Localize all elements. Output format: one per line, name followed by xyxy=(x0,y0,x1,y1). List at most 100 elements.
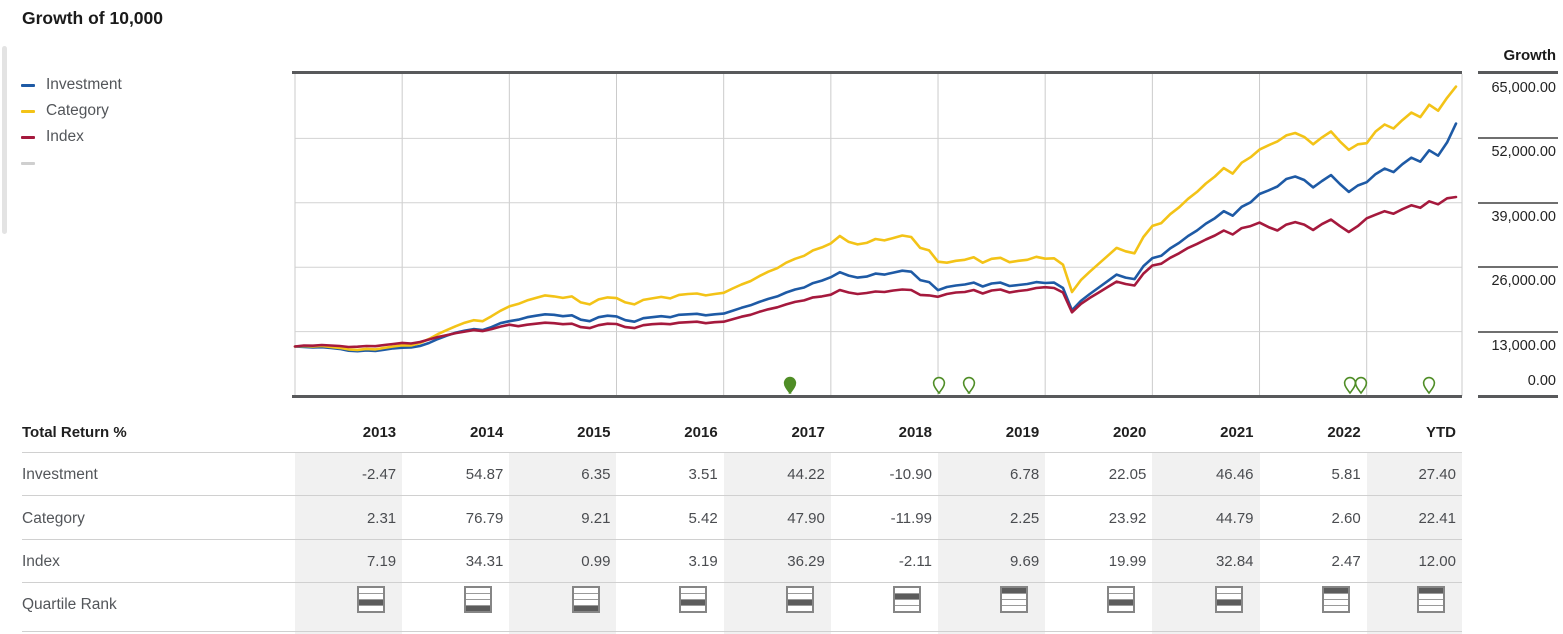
quartile-empty-band xyxy=(895,599,919,605)
return-cell: 46.46 xyxy=(1215,466,1254,483)
quartile-empty-band xyxy=(1109,588,1134,593)
year-header-2019: 2019 xyxy=(1005,424,1040,441)
growth-axis-title: Growth xyxy=(1503,47,1557,64)
event-pin-filled-icon[interactable] xyxy=(783,376,797,395)
quartile-filled-band xyxy=(787,599,812,605)
series-line-category xyxy=(293,85,1458,352)
legend-item-investment[interactable]: Investment xyxy=(21,72,122,98)
quartile-empty-band xyxy=(359,593,384,599)
quartile-empty-band xyxy=(466,588,491,593)
quartile-empty-band xyxy=(787,593,812,599)
legend-item-label: Investment xyxy=(46,76,122,93)
year-header-ytd: YTD xyxy=(1426,424,1456,441)
return-cell: 6.35 xyxy=(581,466,611,483)
quartile-rank-icon xyxy=(1417,586,1445,613)
legend-item-index[interactable]: Index xyxy=(21,124,122,150)
growth-axis-label: 39,000.00 xyxy=(1491,208,1556,225)
quartile-empty-band xyxy=(1323,599,1348,605)
return-cell: 3.51 xyxy=(688,466,718,483)
return-cell: 32.84 xyxy=(1215,553,1254,570)
growth-axis-label: 52,000.00 xyxy=(1491,144,1556,161)
return-cell: 3.19 xyxy=(688,553,718,570)
return-cell: 9.21 xyxy=(581,510,611,527)
quartile-empty-band xyxy=(1419,593,1443,599)
year-header-2020: 2020 xyxy=(1112,424,1147,441)
row-divider xyxy=(22,539,1462,540)
return-cell: 19.99 xyxy=(1108,553,1147,570)
return-cell: 44.79 xyxy=(1215,510,1254,527)
shaded-column-band xyxy=(1366,452,1462,634)
series-line-index xyxy=(293,195,1458,349)
legend-item-label: Category xyxy=(46,102,109,119)
return-cell: 2.60 xyxy=(1331,510,1361,527)
quartile-empty-band xyxy=(1002,605,1027,611)
quartile-empty-band xyxy=(359,605,384,611)
quartile-empty-band xyxy=(573,588,598,593)
chart-title: Growth of 10,000 xyxy=(22,8,164,28)
event-pin-hollow-icon[interactable] xyxy=(932,376,946,395)
event-pin-hollow-icon[interactable] xyxy=(1354,376,1368,395)
quartile-empty-band xyxy=(895,605,919,611)
growth-axis-tick xyxy=(1478,395,1558,398)
return-cell: 54.87 xyxy=(465,466,504,483)
quartile-empty-band xyxy=(1323,605,1348,611)
legend-item-hidden[interactable] xyxy=(21,150,122,176)
year-header-2013: 2013 xyxy=(362,424,397,441)
chart-bottom-border xyxy=(292,395,1462,398)
event-pin-hollow-icon[interactable] xyxy=(1422,376,1436,395)
quartile-empty-band xyxy=(1109,605,1134,611)
return-cell: 5.42 xyxy=(688,510,718,527)
legend-swatch-icon xyxy=(21,135,35,139)
series-line-investment xyxy=(293,122,1458,353)
quartile-empty-band xyxy=(1419,605,1443,611)
return-cell: 2.31 xyxy=(366,510,397,527)
year-header-2017: 2017 xyxy=(791,424,825,441)
quartile-rank-icon xyxy=(1214,586,1243,613)
quartile-rank-icon xyxy=(357,586,386,613)
year-header-2022: 2022 xyxy=(1327,424,1361,441)
quartile-empty-band xyxy=(359,588,384,593)
year-header-2016: 2016 xyxy=(684,424,718,441)
growth-axis-tick xyxy=(1478,137,1558,140)
return-cell: 7.19 xyxy=(366,553,397,570)
quartile-rank-icon xyxy=(1000,586,1029,613)
quartile-empty-band xyxy=(680,588,705,593)
quartile-empty-band xyxy=(1216,588,1241,593)
return-cell: 6.78 xyxy=(1009,466,1040,483)
quartile-empty-band xyxy=(1002,599,1027,605)
quartile-rank-icon xyxy=(1107,586,1136,613)
quartile-rank-icon xyxy=(785,586,814,613)
legend-item-label: Index xyxy=(46,128,84,145)
quartile-empty-band xyxy=(1216,593,1241,599)
return-cell: -10.90 xyxy=(889,466,932,483)
quartile-empty-band xyxy=(787,588,812,593)
quartile-empty-band xyxy=(573,599,598,605)
quartile-filled-band xyxy=(466,605,491,611)
quartile-filled-band xyxy=(573,605,598,611)
event-pin-hollow-icon[interactable] xyxy=(962,376,976,395)
growth-axis-tick xyxy=(1478,71,1558,74)
row-label-category: Category xyxy=(22,510,85,527)
legend-item-category[interactable]: Category xyxy=(21,98,122,124)
legend-swatch-icon xyxy=(21,109,35,113)
return-cell: 2.47 xyxy=(1331,553,1361,570)
chart-legend: Investment Category Index xyxy=(21,72,122,176)
year-header-2018: 2018 xyxy=(898,424,932,441)
row-label-index: Index xyxy=(22,553,60,570)
quartile-empty-band xyxy=(680,605,705,611)
event-pin-hollow-icon[interactable] xyxy=(1343,376,1357,395)
legend-swatch-icon xyxy=(21,83,35,87)
quartile-empty-band xyxy=(1109,593,1134,599)
quartile-rank-icon xyxy=(678,586,707,613)
vertical-scrollbar[interactable] xyxy=(2,46,7,234)
quartile-filled-band xyxy=(895,593,919,599)
quartile-empty-band xyxy=(1419,599,1443,605)
return-cell: 47.90 xyxy=(787,510,825,527)
quartile-rank-icon xyxy=(571,586,600,613)
return-cell: 76.79 xyxy=(465,510,504,527)
year-header-2014: 2014 xyxy=(469,424,504,441)
row-divider xyxy=(22,582,1462,583)
